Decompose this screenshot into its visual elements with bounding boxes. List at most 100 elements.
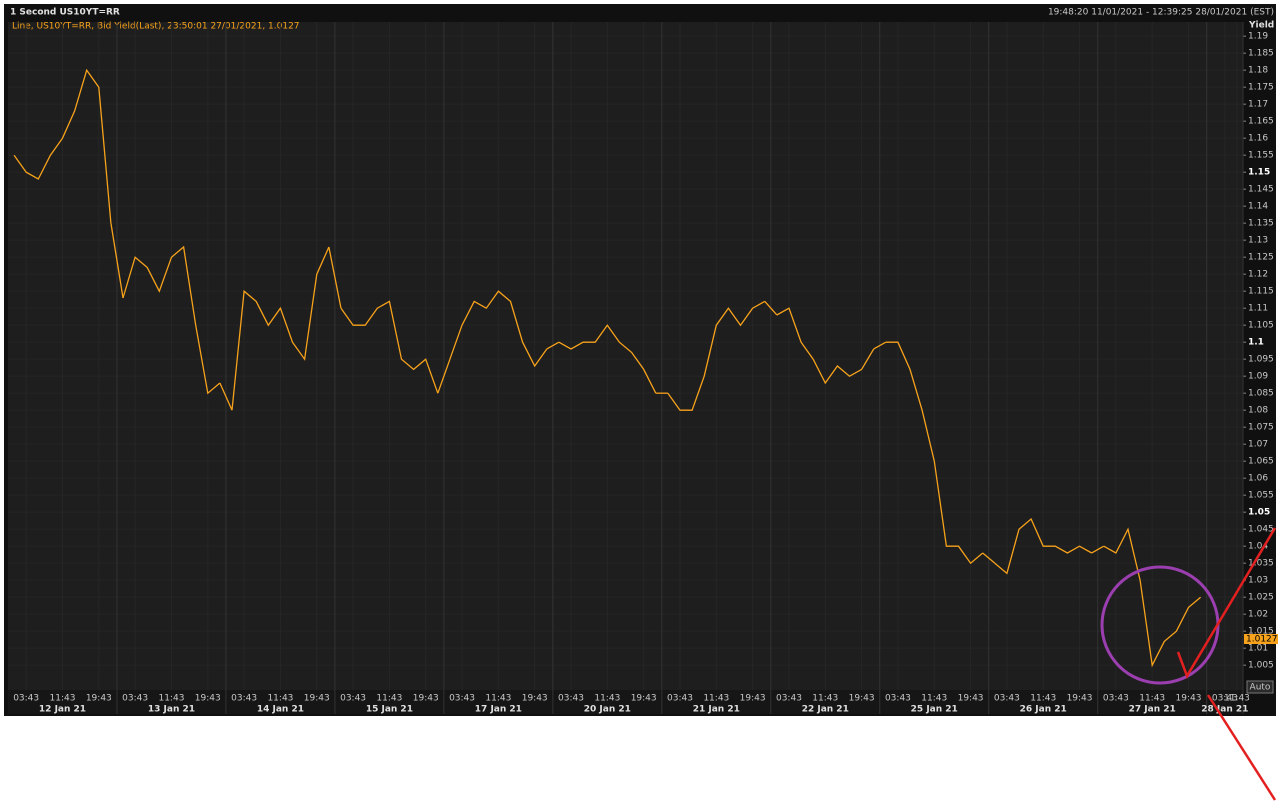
y-tick-label: 1.12 — [1248, 270, 1268, 280]
x-tick-label: 03:43 — [667, 694, 693, 704]
day-label: 20 Jan 21 — [584, 705, 631, 715]
x-tick-label: 03:43 — [1212, 694, 1238, 704]
y-tick-label: 1.125 — [1248, 253, 1274, 263]
y-tick-label: 1.18 — [1248, 66, 1268, 76]
y-tick-label: 1.17 — [1248, 100, 1268, 110]
y-tick-label: 1.01 — [1248, 644, 1268, 654]
x-tick-label: 19:43 — [1176, 694, 1202, 704]
x-tick-label: 19:43 — [195, 694, 221, 704]
day-label: 13 Jan 21 — [148, 705, 195, 715]
y-tick-label: 1.035 — [1248, 559, 1274, 569]
arrow-line — [1206, 694, 1277, 801]
price-line — [885, 341, 984, 565]
x-tick-label: 19:43 — [413, 694, 439, 704]
x-tick-label: 11:43 — [703, 694, 729, 704]
auto-button-label[interactable]: Auto — [1250, 683, 1271, 693]
price-line — [122, 245, 221, 395]
x-tick-label: 19:43 — [740, 694, 766, 704]
y-tick-label: 1.11 — [1248, 304, 1268, 314]
x-tick-label: 11:43 — [594, 694, 620, 704]
x-tick-label: 11:43 — [1030, 694, 1056, 704]
day-label: 17 Jan 21 — [475, 705, 522, 715]
y-tick-label: 1.19 — [1248, 32, 1268, 42]
x-tick-label: 03:43 — [449, 694, 475, 704]
day-label: 14 Jan 21 — [257, 705, 304, 715]
line-connector — [219, 382, 233, 411]
line-connector — [437, 358, 451, 394]
x-tick-label: 19:43 — [304, 694, 330, 704]
price-line — [231, 246, 330, 411]
price-line — [449, 290, 548, 368]
y-tick-label: 1.05 — [1248, 508, 1270, 518]
x-tick-label: 11:43 — [921, 694, 947, 704]
y-tick-label: 1.085 — [1248, 389, 1274, 399]
line-connector — [110, 223, 124, 299]
x-tick-label: 19:43 — [631, 694, 657, 704]
y-tick-label: 1.06 — [1248, 474, 1268, 484]
x-tick-label: 11:43 — [812, 694, 838, 704]
range-text: 19:48:20 11/01/2021 - 12:39:25 28/01/202… — [1048, 8, 1274, 18]
x-tick-label: 11:43 — [376, 694, 402, 704]
y-tick-label: 1.015 — [1248, 627, 1274, 637]
price-line — [776, 307, 875, 385]
y-tick-label: 1.02 — [1248, 610, 1268, 620]
last-value-label: 1.0127 — [1246, 634, 1278, 644]
y-tick-label: 1.1 — [1248, 338, 1264, 348]
check-mark — [1176, 527, 1277, 679]
x-tick-label: 11:43 — [1139, 694, 1165, 704]
y-tick-label: 1.07 — [1248, 440, 1268, 450]
y-tick-label: 1.105 — [1248, 321, 1274, 331]
x-tick-label: 19:43 — [1067, 694, 1093, 704]
line-connector — [1091, 545, 1105, 554]
day-label: 26 Jan 21 — [1020, 705, 1067, 715]
y-tick-label: 1.13 — [1248, 236, 1268, 246]
y-tick-label: 1.165 — [1248, 117, 1274, 127]
x-tick-label: 03:43 — [885, 694, 911, 704]
x-tick-label: 03:43 — [776, 694, 802, 704]
day-label: 15 Jan 21 — [366, 705, 413, 715]
y-tick-label: 1.15 — [1248, 168, 1270, 178]
day-label: 28 Jan 21 — [1201, 705, 1248, 715]
y-tick-label: 1.09 — [1248, 372, 1268, 382]
x-tick-label: 11:43 — [158, 694, 184, 704]
x-tick-label: 19:43 — [522, 694, 548, 704]
x-tick-label: 11:43 — [485, 694, 511, 704]
x-tick-label: 19:43 — [849, 694, 875, 704]
y-tick-label: 1.115 — [1248, 287, 1274, 297]
x-axis-area — [8, 690, 1243, 714]
y-tick-label: 1.155 — [1248, 151, 1274, 161]
day-label: 12 Jan 21 — [39, 705, 86, 715]
x-tick-label: 03:43 — [122, 694, 148, 704]
line-connector — [873, 341, 887, 350]
price-line — [1103, 527, 1202, 668]
line-connector — [328, 246, 342, 309]
y-tick-label: 1.08 — [1248, 406, 1268, 416]
legend-entry: Line, US10YT=RR, Bid Yield(Last), 23:50:… — [12, 22, 300, 32]
chart-title: 1 Second US10YT=RR — [10, 8, 120, 18]
y-tick-label: 1.055 — [1248, 491, 1274, 501]
y-tick-label: 1.14 — [1248, 202, 1268, 212]
y-tick-label: 1.065 — [1248, 457, 1274, 467]
x-tick-label: 19:43 — [958, 694, 984, 704]
y-tick-label: 1.045 — [1248, 525, 1274, 535]
x-tick-label: 11:43 — [50, 694, 76, 704]
y-tick-label: 1.145 — [1248, 185, 1274, 195]
marks: 1.005 1.01 1.015 1.02 1.025 1.03 1.035 1.04 1.04… — [8, 22, 1278, 715]
y-tick-label: 1.095 — [1248, 355, 1274, 365]
line-connector — [546, 341, 560, 350]
y-tick-label: 1.025 — [1248, 593, 1274, 603]
y-tick-label: 1.04 — [1248, 542, 1268, 552]
auto-button[interactable] — [1246, 680, 1274, 694]
y-tick-label: 1.175 — [1248, 83, 1274, 93]
y-tick-label: 1.16 — [1248, 134, 1268, 144]
y-tick-label: 1.075 — [1248, 423, 1274, 433]
day-label: 27 Jan 21 — [1129, 705, 1176, 715]
day-label: 22 Jan 21 — [802, 705, 849, 715]
price-line — [13, 68, 112, 224]
x-tick-label: 19:43 — [86, 694, 112, 704]
day-label: 25 Jan 21 — [911, 705, 958, 715]
y-tick-label: 1.03 — [1248, 576, 1268, 586]
y-tick-label: 1.005 — [1248, 661, 1274, 671]
line-connector — [982, 552, 996, 564]
